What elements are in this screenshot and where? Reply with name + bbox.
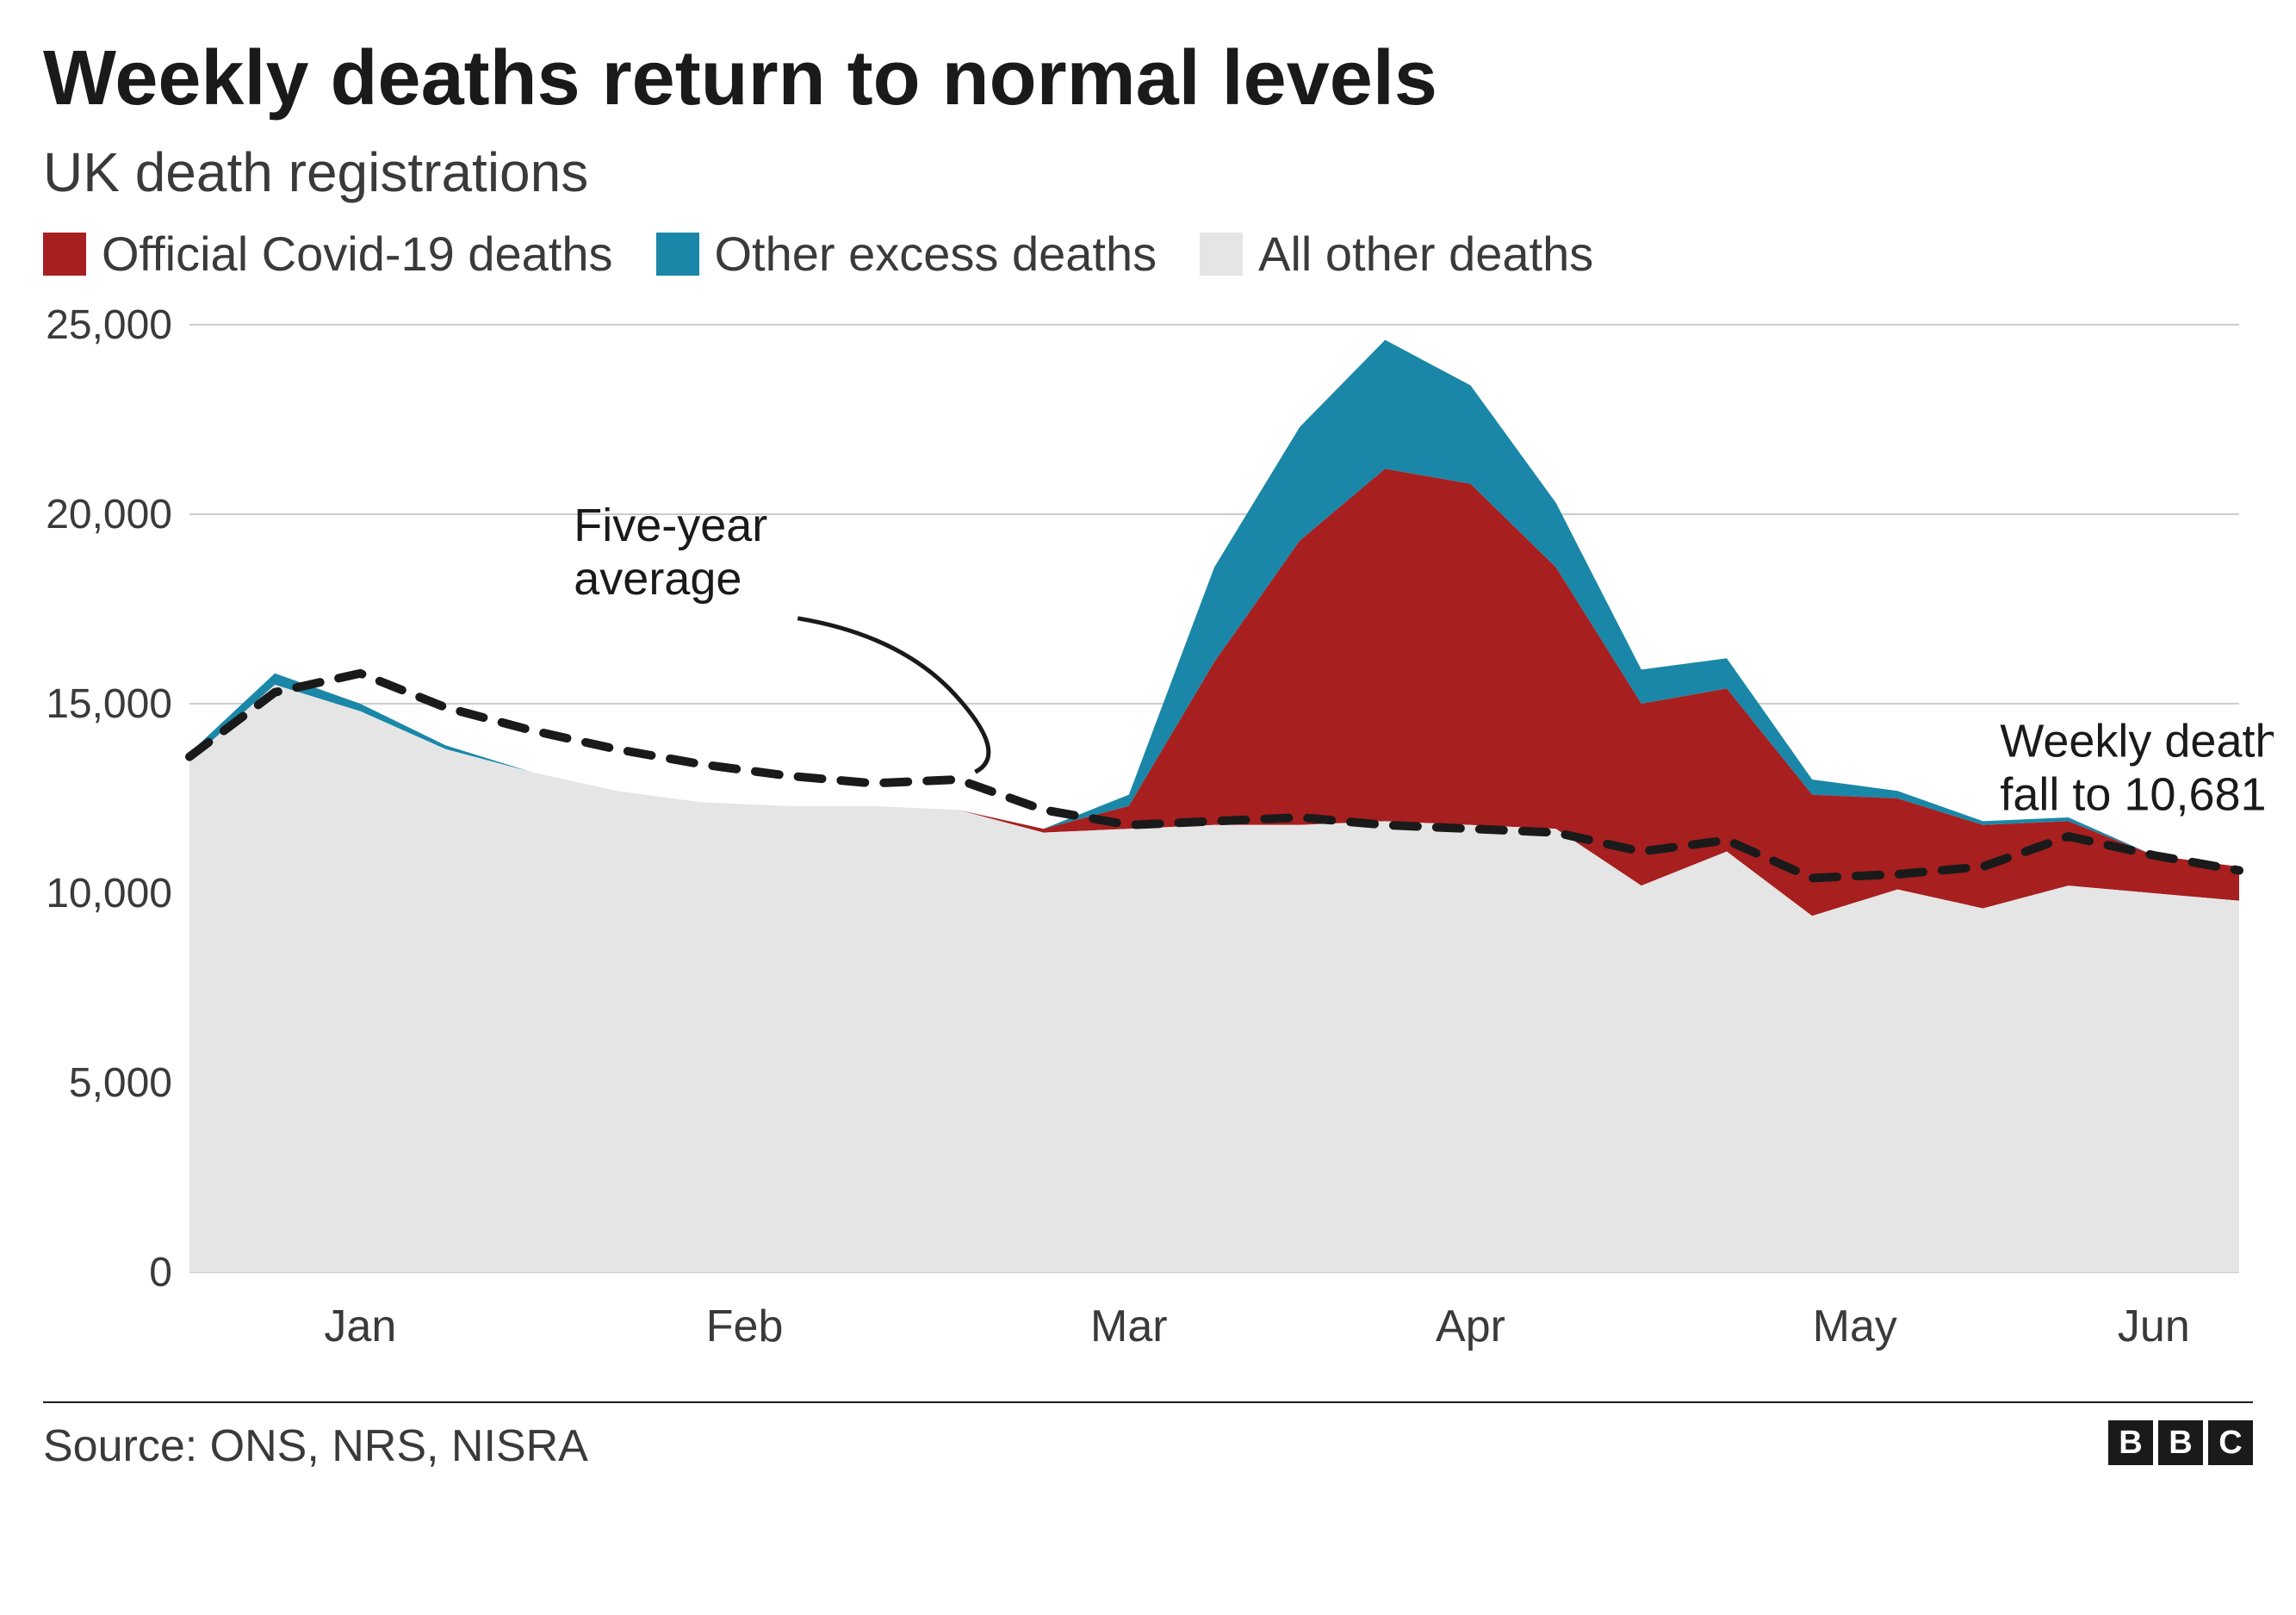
- svg-text:Mar: Mar: [1090, 1301, 1168, 1351]
- legend-label: Official Covid-19 deaths: [102, 226, 613, 282]
- legend-swatch-covid: [43, 233, 86, 276]
- legend: Official Covid-19 deaths Other excess de…: [43, 226, 2253, 282]
- bbc-logo-letter: C: [2208, 1420, 2253, 1465]
- area-chart-svg: 0 5,000 10,000 15,000 20,000 25,000 Jan Feb Mar A…: [43, 307, 2274, 1376]
- legend-item: Official Covid-19 deaths: [43, 226, 613, 282]
- legend-label: Other excess deaths: [715, 226, 1157, 282]
- source-text: Source: ONS, NRS, NISRA: [43, 1420, 588, 1472]
- svg-text:15,000: 15,000: [46, 681, 172, 727]
- svg-text:Five-year: Five-year: [574, 500, 767, 551]
- svg-text:fall to 10,681: fall to 10,681: [2000, 769, 2266, 821]
- bbc-logo: B B C: [2108, 1420, 2253, 1465]
- svg-text:Weekly deaths: Weekly deaths: [2000, 716, 2274, 767]
- svg-text:Jan: Jan: [324, 1301, 396, 1351]
- svg-text:May: May: [1813, 1301, 1897, 1351]
- svg-text:Feb: Feb: [706, 1301, 784, 1351]
- chart-footer: Source: ONS, NRS, NISRA B B C: [43, 1401, 2253, 1472]
- bbc-logo-letter: B: [2108, 1420, 2153, 1465]
- svg-text:10,000: 10,000: [46, 871, 172, 916]
- legend-item: All other deaths: [1200, 226, 1593, 282]
- chart-subtitle: UK death registrations: [43, 140, 2253, 204]
- legend-label: All other deaths: [1258, 226, 1593, 282]
- svg-text:5,000: 5,000: [69, 1060, 172, 1106]
- svg-text:20,000: 20,000: [46, 492, 172, 537]
- svg-text:Jun: Jun: [2118, 1301, 2190, 1351]
- legend-swatch-excess: [656, 233, 699, 276]
- legend-swatch-other: [1200, 233, 1243, 276]
- svg-text:25,000: 25,000: [46, 307, 172, 348]
- svg-text:average: average: [574, 553, 742, 605]
- chart-title: Weekly deaths return to normal levels: [43, 34, 2253, 123]
- legend-item: Other excess deaths: [656, 226, 1157, 282]
- chart-area: 0 5,000 10,000 15,000 20,000 25,000 Jan Feb Mar A…: [43, 307, 2253, 1393]
- svg-text:0: 0: [149, 1250, 172, 1295]
- bbc-logo-letter: B: [2158, 1420, 2203, 1465]
- svg-text:Apr: Apr: [1436, 1301, 1505, 1351]
